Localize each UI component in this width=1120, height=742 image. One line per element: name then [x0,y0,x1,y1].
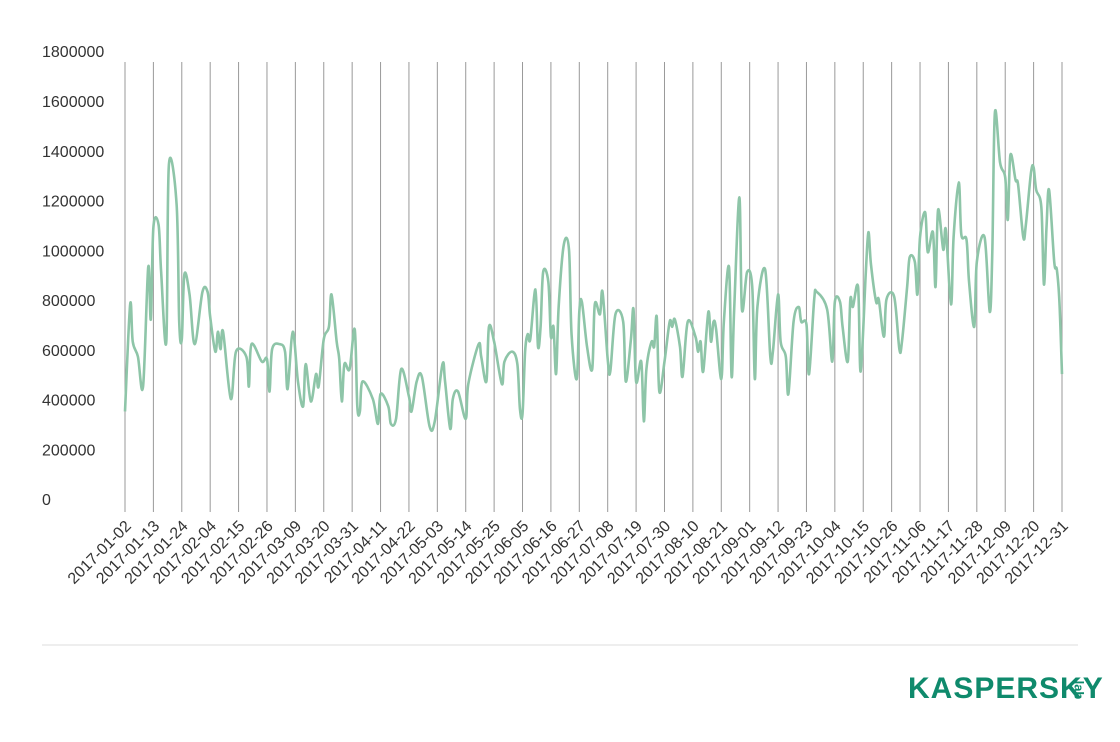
y-tick-label: 400000 [42,393,95,410]
y-tick-label: 1400000 [42,144,104,161]
y-tick-label: 800000 [42,293,95,310]
logo-suffix: lab [1072,681,1087,700]
data-line [123,108,1064,433]
y-tick-label: 1200000 [42,194,104,211]
y-tick-label: 1000000 [42,243,104,260]
y-tick-label: 0 [42,492,51,509]
y-tick-label: 1800000 [42,44,104,61]
y-tick-label: 1600000 [42,94,104,111]
y-tick-label: 200000 [42,442,95,459]
logo-name: KASPERSKY [908,672,1104,705]
y-tick-label: 600000 [42,343,95,360]
